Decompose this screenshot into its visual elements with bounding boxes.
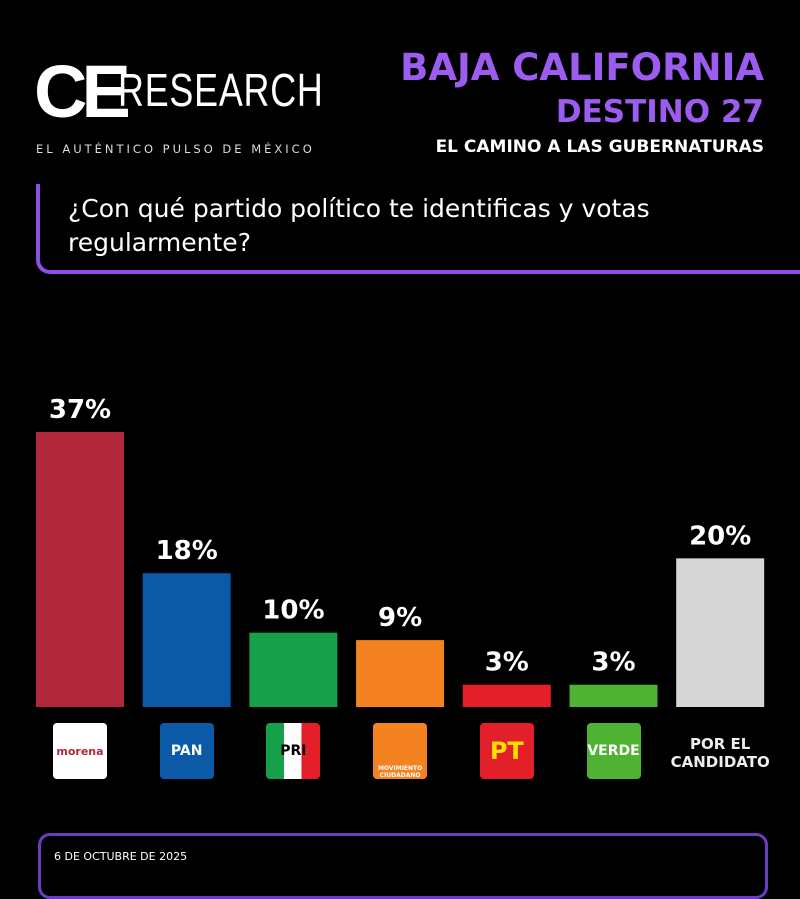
bar [462,684,551,707]
page: {"header": {"brand_ce": "CE", "brand_res… [34,46,800,899]
value-label: 3% [485,648,529,678]
value-label: 9% [378,603,422,633]
subtitle: EL CAMINO A LAS GUBERNATURAS [435,137,764,157]
tagline: EL AUTÉNTICO PULSO DE MÉXICO [36,142,315,156]
category-label: morena [53,723,107,779]
value-label: 37% [49,395,111,425]
value-label: 10% [262,596,324,626]
bar [142,573,231,707]
edition: DESTINO 27 [555,94,764,130]
bar [569,684,658,707]
bar [676,558,765,707]
value-label: 3% [591,648,635,678]
value-label: 18% [156,536,218,566]
brand-ce: CE [34,50,131,133]
date: 6 DE OCTUBRE DE 2025 [54,850,188,863]
category-label: VERDE [586,723,641,779]
footer-frame [38,833,768,899]
value-label: 20% [689,521,751,551]
category-label: PAN [159,723,214,779]
category-label: PRI [266,723,321,779]
category-label: POR EL CANDIDATO [670,735,770,771]
state-title: BAJA CALIFORNIA [400,46,764,89]
category-label: MOVIMIENTO CIUDADANO [373,723,428,779]
question-frame [36,184,800,274]
bar [356,640,445,707]
brand-research: RESEARCH [118,64,324,116]
chart: 37% 18% 10% 9% 3% 3% 20% [36,395,765,707]
category-label: PT [479,723,534,779]
bar [249,632,338,707]
bar [36,432,124,707]
chart-title: ¿Con qué partido político te identificas… [68,194,650,257]
